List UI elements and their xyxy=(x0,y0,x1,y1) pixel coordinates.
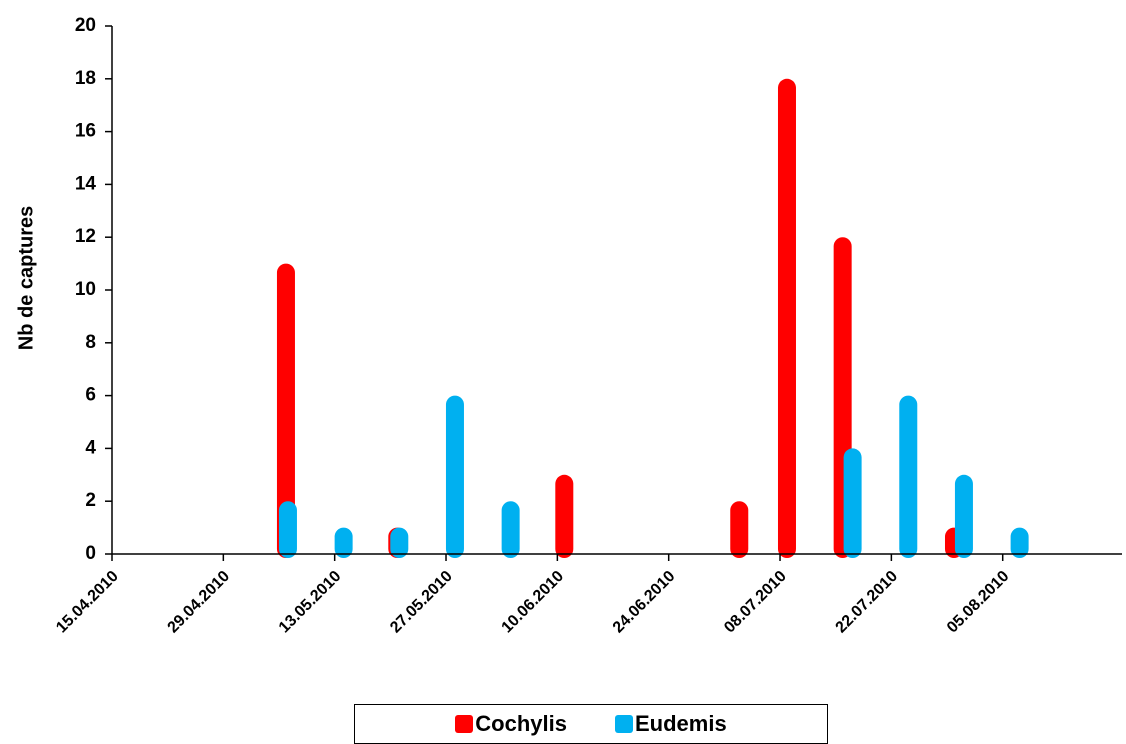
bar-eudemis-8 xyxy=(1010,527,1029,558)
x-tick-label: 22.07.2010 xyxy=(833,568,902,637)
x-tick-label: 13.05.2010 xyxy=(276,568,345,637)
x-tick-label: 08.07.2010 xyxy=(721,568,790,637)
y-tick-label: 10 xyxy=(75,279,96,300)
bar-cochylis-2 xyxy=(555,474,574,558)
bar-cochylis-0 xyxy=(276,263,295,558)
y-tick-label: 20 xyxy=(75,15,96,36)
bar-eudemis-3 xyxy=(445,395,464,558)
legend-swatch-cochylis xyxy=(455,715,474,733)
y-tick-label: 6 xyxy=(85,385,96,406)
x-tick-label: 05.08.2010 xyxy=(944,568,1013,637)
y-tick-label: 16 xyxy=(75,121,96,142)
bar-eudemis-1 xyxy=(334,527,353,558)
y-ticks: 0 2 4 6 8 10 12 14 16 18 20 xyxy=(75,15,112,564)
legend-swatch-eudemis xyxy=(615,715,633,733)
legend-label-cochylis: Cochylis xyxy=(475,711,567,736)
y-tick-label: 14 xyxy=(75,173,97,194)
bar-eudemis-5 xyxy=(843,448,862,558)
y-tick-label: 12 xyxy=(75,226,96,247)
y-tick-label: 4 xyxy=(85,437,96,458)
bar-eudemis-7 xyxy=(954,474,973,558)
bar-eudemis-2 xyxy=(390,527,409,558)
y-axis-label: Nb de captures xyxy=(15,206,37,350)
x-tick-label: 27.05.2010 xyxy=(387,568,456,637)
y-tick-label: 2 xyxy=(85,490,96,511)
legend: Cochylis Eudemis xyxy=(354,704,828,744)
x-tick-label: 24.06.2010 xyxy=(610,568,679,637)
bars-layer xyxy=(276,78,1029,559)
bar-cochylis-3 xyxy=(730,501,749,558)
y-tick-label: 8 xyxy=(85,332,96,353)
x-ticks: 15.04.2010 29.04.2010 13.05.2010 27.05.2010… xyxy=(53,554,1013,637)
legend-item-cochylis: Cochylis xyxy=(455,711,567,737)
bar-eudemis-0 xyxy=(278,501,297,558)
bar-cochylis-4 xyxy=(777,78,796,559)
legend-item-eudemis: Eudemis xyxy=(615,711,727,737)
x-tick-label: 10.06.2010 xyxy=(499,568,568,637)
x-tick-label: 15.04.2010 xyxy=(53,568,122,637)
legend-label-eudemis: Eudemis xyxy=(635,711,727,736)
x-tick-label: 29.04.2010 xyxy=(165,568,234,637)
bar-eudemis-6 xyxy=(899,395,918,558)
y-tick-label: 0 xyxy=(85,543,96,564)
y-tick-label: 18 xyxy=(75,68,96,89)
bar-eudemis-4 xyxy=(501,501,520,558)
